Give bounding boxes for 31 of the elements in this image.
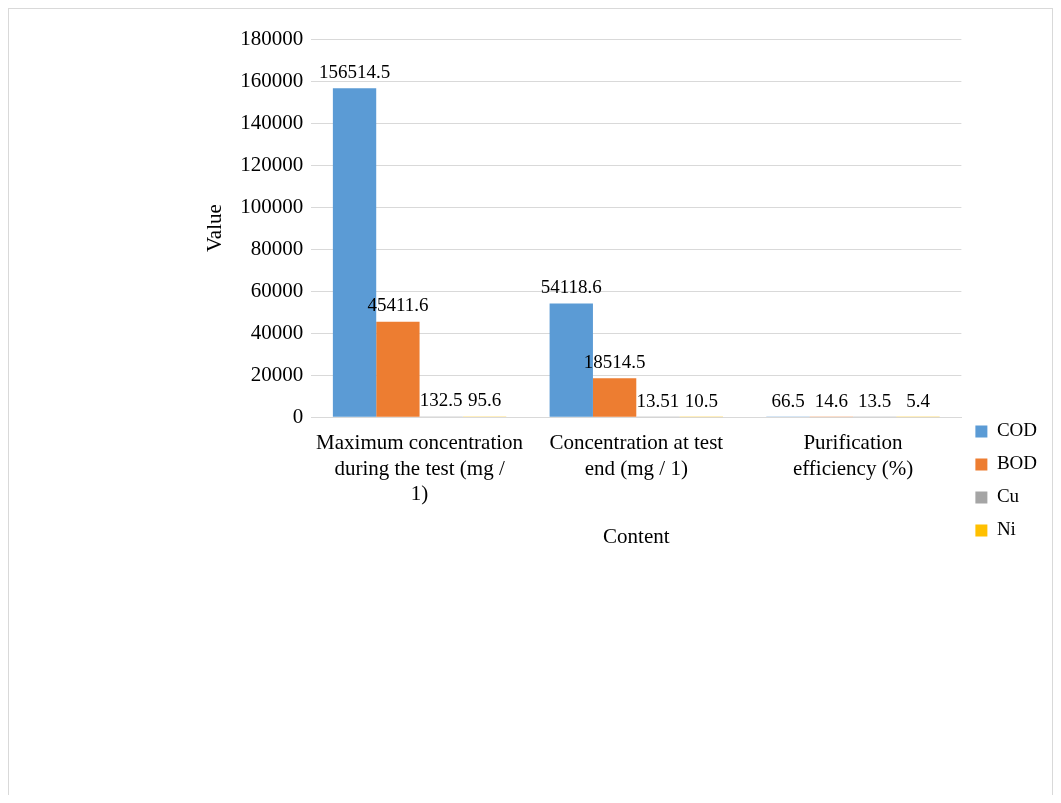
y-tick-label: 140000 [240, 109, 304, 134]
y-tick-label: 40000 [250, 319, 304, 344]
data-label: 66.5 [771, 389, 805, 411]
bar [376, 321, 420, 417]
y-tick-label: 60000 [250, 277, 304, 302]
y-tick-label: 180000 [240, 25, 304, 50]
x-axis-title: Content [603, 523, 670, 548]
bar [592, 378, 637, 417]
y-tick-label: 120000 [240, 151, 304, 176]
data-label: 13.51 [636, 389, 680, 411]
data-label: 95.6 [467, 389, 502, 411]
x-tick-label: Maximum concentration during the test (mg / 1) [316, 430, 524, 505]
y-axis-title: Value [202, 204, 227, 253]
data-label: 54118.6 [540, 275, 602, 297]
y-tick-label: 80000 [250, 235, 304, 260]
x-tick-label: Purification efficiency (%) [792, 430, 914, 480]
y-tick-label: 100000 [240, 193, 304, 218]
y-tick-label: 20000 [250, 361, 304, 386]
y-tick-label: 160000 [240, 67, 304, 92]
y-tick-label: 0 [292, 403, 304, 428]
data-label: 132.5 [419, 389, 463, 411]
data-label: 13.5 [858, 389, 892, 411]
legend-label: BOD [996, 452, 1038, 474]
legend-label: Cu [996, 485, 1020, 507]
x-tick-label: Concentration at test end (mg / 1) [549, 430, 724, 480]
data-label: 10.5 [684, 389, 718, 411]
legend-label: Ni [996, 518, 1016, 540]
data-label: 5.4 [906, 389, 931, 411]
data-label: 14.6 [814, 389, 848, 411]
legend-label: COD [996, 419, 1038, 441]
data-label: 156514.5 [318, 60, 391, 82]
